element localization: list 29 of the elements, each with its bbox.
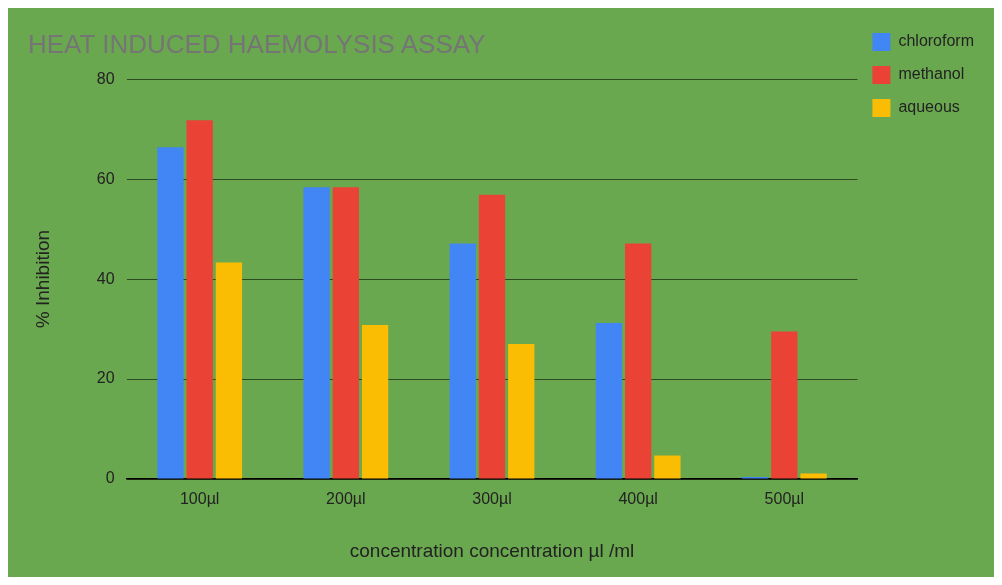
x-tick-label: 400µl <box>618 490 658 508</box>
legend-label: chloroform <box>898 32 974 50</box>
bar <box>478 194 506 479</box>
x-tick-label: 500µl <box>764 490 805 508</box>
legend-label: methanol <box>898 65 965 83</box>
bar <box>361 325 389 479</box>
x-tick-label: 300µl <box>472 490 512 508</box>
bar <box>595 323 623 479</box>
y-tick-label: 20 <box>96 369 115 387</box>
x-axis-title: concentration concentration µl /ml <box>349 539 635 561</box>
bar <box>800 473 827 479</box>
y-axis-title: % Inhibition <box>31 229 53 329</box>
bar <box>157 147 184 479</box>
y-tick-label: 60 <box>96 169 115 187</box>
bar <box>332 187 359 479</box>
y-tick-label: 0 <box>105 469 115 487</box>
y-tick-label: 40 <box>96 269 115 287</box>
legend-label: aqueous <box>898 98 960 116</box>
bar <box>449 243 476 479</box>
bar <box>771 331 798 479</box>
bar <box>625 243 652 479</box>
bar <box>303 187 330 479</box>
bar <box>654 455 681 479</box>
bar <box>508 344 535 479</box>
x-tick-label: 200µl <box>326 490 366 508</box>
x-tick-label: 100µl <box>179 490 220 508</box>
bar <box>186 120 213 479</box>
y-tick-label: 80 <box>96 69 115 87</box>
bar <box>215 262 243 479</box>
